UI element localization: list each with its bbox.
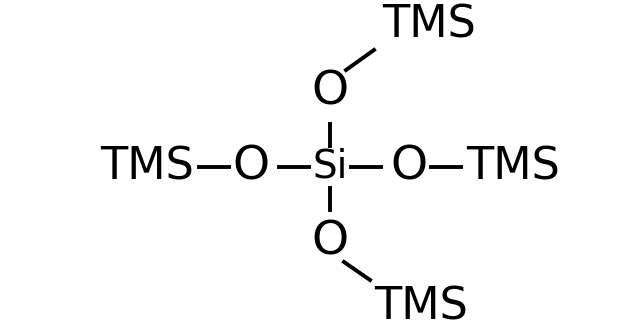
Text: TMS: TMS bbox=[382, 3, 476, 46]
Text: O: O bbox=[312, 69, 349, 115]
Text: TMS: TMS bbox=[374, 286, 468, 329]
Text: TMS: TMS bbox=[100, 145, 194, 189]
Text: Si: Si bbox=[312, 148, 348, 186]
Text: O: O bbox=[232, 144, 269, 190]
Text: TMS: TMS bbox=[466, 145, 560, 189]
Text: O: O bbox=[312, 219, 349, 265]
Text: O: O bbox=[390, 144, 428, 190]
